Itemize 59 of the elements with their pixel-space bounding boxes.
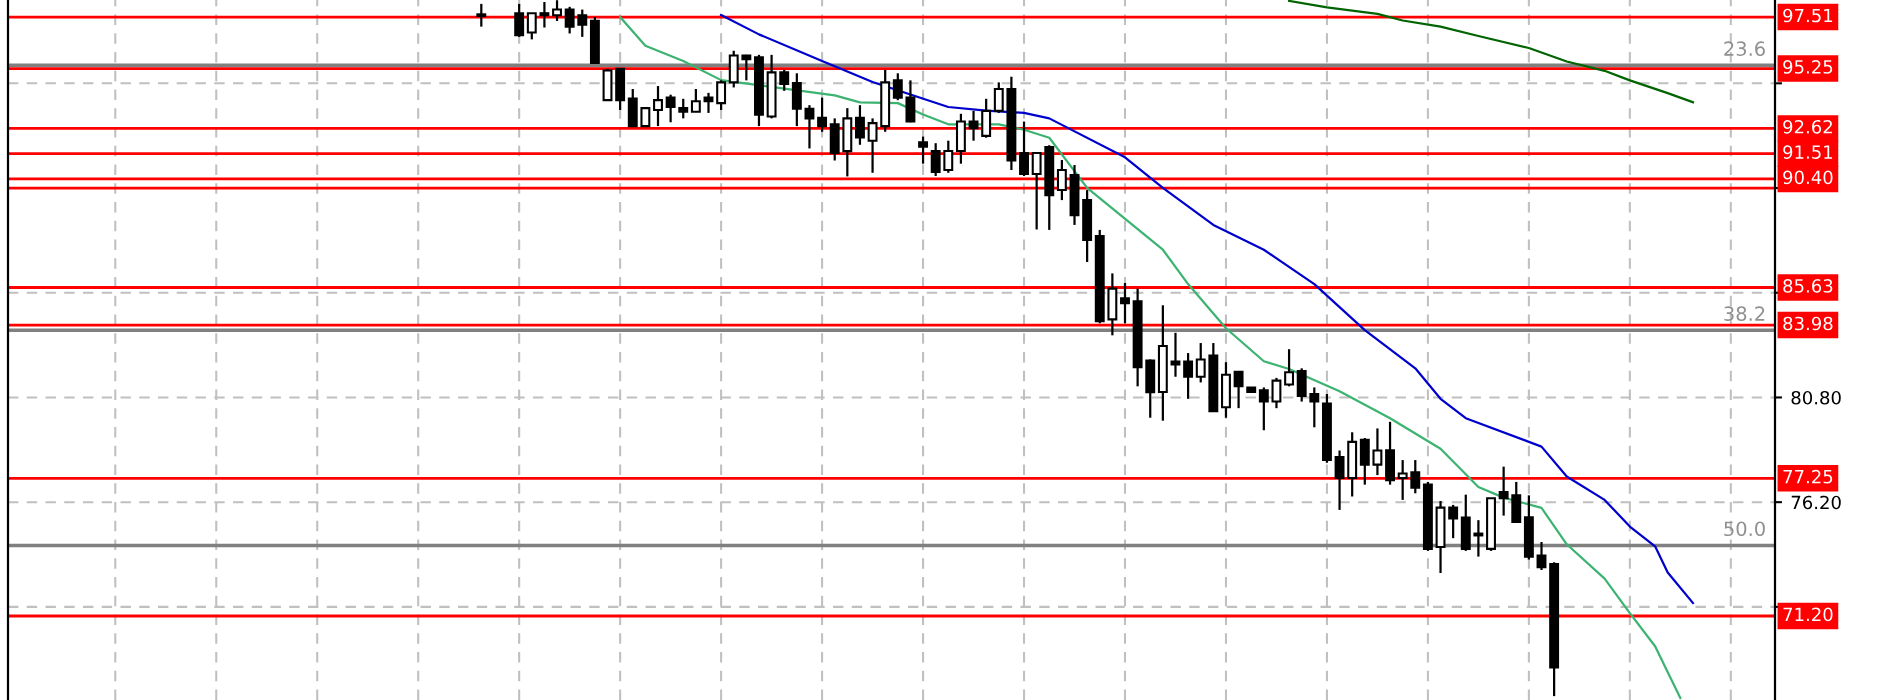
candlestick xyxy=(1019,120,1029,178)
candlestick xyxy=(817,96,828,133)
candlestick xyxy=(716,79,727,112)
candlestick xyxy=(1170,331,1181,378)
candlestick xyxy=(678,97,689,120)
candlestick xyxy=(741,53,752,82)
candlestick xyxy=(564,5,575,35)
line-series xyxy=(1287,0,1695,104)
candlestick xyxy=(552,0,562,23)
candlestick xyxy=(1031,151,1042,231)
ref-line-label: 90.40 xyxy=(1783,170,1833,185)
ref-line-label: 85.63 xyxy=(1783,279,1833,293)
y-tick-label: 80.80 xyxy=(1791,390,1841,405)
candlestick xyxy=(1536,540,1547,572)
candlestick xyxy=(930,142,941,178)
ref-line-label: 91.51 xyxy=(1783,145,1833,159)
candlestick xyxy=(1410,458,1421,495)
candlestick xyxy=(1195,341,1206,384)
candlestick xyxy=(1258,386,1269,432)
candlestick xyxy=(1284,348,1295,388)
ref-line-label: 83.98 xyxy=(1783,316,1833,331)
candlestick xyxy=(943,139,954,174)
candlestick xyxy=(690,87,701,113)
candlestick xyxy=(514,2,525,38)
candlestick xyxy=(1056,158,1067,202)
y-tick-label: 76.20 xyxy=(1791,495,1841,510)
annotation: 50.0 xyxy=(1724,521,1765,537)
candlestick xyxy=(1233,370,1244,410)
ref-line-label: 95.25 xyxy=(1783,60,1833,74)
candlestick xyxy=(1448,503,1459,540)
candlestick xyxy=(1271,376,1282,410)
candlestick xyxy=(1120,281,1130,325)
candlestick xyxy=(1183,351,1194,400)
candlestick xyxy=(653,84,663,128)
line-series xyxy=(720,13,1695,605)
candlestick xyxy=(905,79,916,124)
candlestick xyxy=(1372,427,1383,477)
line-series xyxy=(619,15,1682,700)
candlestick xyxy=(577,8,588,38)
candlestick xyxy=(1334,449,1345,512)
ref-line-label: 92.62 xyxy=(1783,119,1832,134)
candlestick xyxy=(1309,386,1320,429)
candlestick xyxy=(854,104,865,146)
candlestick xyxy=(867,117,878,174)
annotation: 38.2 xyxy=(1724,306,1765,321)
candlestick xyxy=(1397,458,1408,502)
candlestick xyxy=(918,135,929,165)
ref-line-label: 97.51 xyxy=(1783,8,1833,23)
annotation: 23.6 xyxy=(1724,41,1765,57)
candlestick xyxy=(779,68,790,92)
candlestick xyxy=(1498,465,1509,517)
ref-line-label: 77.25 xyxy=(1783,469,1833,484)
candlestick xyxy=(476,2,487,28)
candlestick xyxy=(993,81,1004,115)
ref-line-label: 71.20 xyxy=(1783,607,1833,622)
candlestick xyxy=(526,12,537,41)
candlestick xyxy=(892,72,903,102)
candlestick xyxy=(665,93,676,124)
candlestick xyxy=(539,0,550,29)
